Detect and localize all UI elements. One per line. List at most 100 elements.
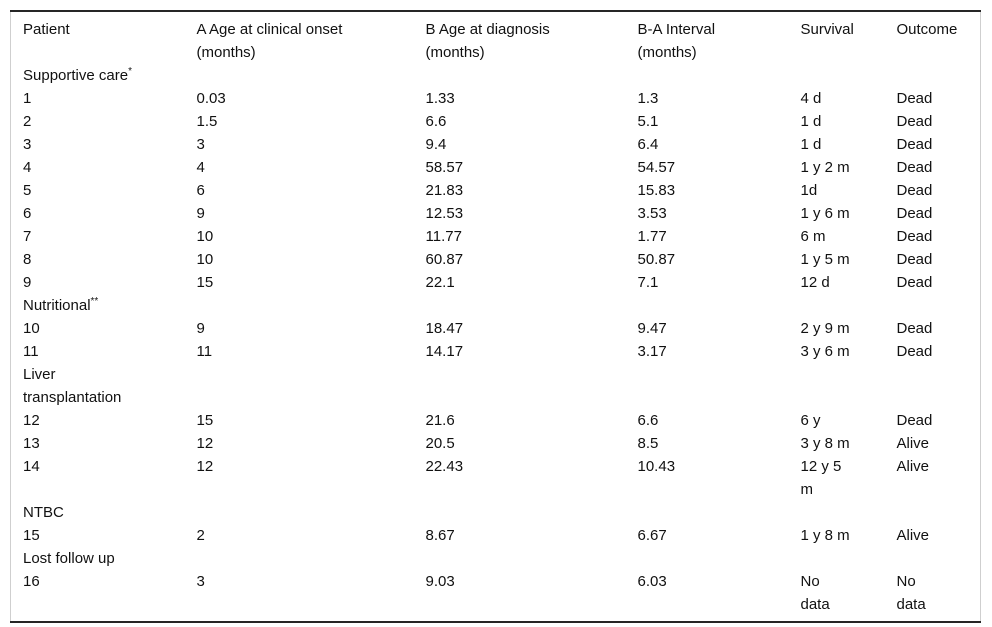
cell-outcome: Dead [896,228,933,245]
cell-interval: 9.47 [637,320,667,337]
cell-diagnosis: 6.6 [425,113,447,130]
cell-onset: 11 [196,343,213,360]
section-footnote-marker: ** [90,296,99,307]
cell-diagnosis: 9.03 [425,573,455,590]
cell-diagnosis: 22.43 [425,458,464,475]
cell-onset: 12 [196,435,214,452]
cell-survival: 4 d [800,90,822,107]
cell-diagnosis: 21.83 [425,182,464,199]
cell-survival: 6 y [800,412,821,429]
cell-survival: 3 y 8 m [800,435,850,452]
cell-diagnosis: 22.1 [425,274,455,291]
table-row: 13 12 20.5 8.5 3 y 8 m Alive [11,432,981,455]
cell-interval: 8.5 [637,435,659,452]
section-row: Lost follow up [11,547,981,570]
section-label-text: NTBC [23,504,64,521]
cell-diagnosis: 20.5 [425,435,455,452]
cell-interval: 3.17 [637,343,667,360]
cell-patient: 5 [23,182,32,199]
cell-interval: 3.53 [637,205,667,222]
cell-outcome: Alive [896,527,930,544]
cell-patient: 16 [23,573,40,590]
cell-patient: 15 [23,527,40,544]
col-header-patient: Patient [23,21,70,38]
cell-diagnosis: 21.6 [425,412,455,429]
cell-interval: 54.57 [637,159,676,176]
cell-interval: 15.83 [637,182,676,199]
cell-outcome: No data [896,573,926,613]
cell-interval: 6.4 [637,136,659,153]
cell-patient: 4 [23,159,32,176]
cell-diagnosis: 14.17 [425,343,464,360]
cell-survival: 1 y 5 m [800,251,850,268]
cell-patient: 6 [23,205,32,222]
cell-onset: 10 [196,251,214,268]
cell-survival: 3 y 6 m [800,343,850,360]
table-row: 15 2 8.67 6.67 1 y 8 m Alive [11,524,981,547]
col-header-interval: B-A Interval (months) [637,21,716,61]
cell-onset: 15 [196,412,214,429]
section-label: Nutritional** [11,294,981,317]
cell-onset: 9 [196,205,205,222]
cell-onset: 12 [196,458,214,475]
table-row: 6 9 12.53 3.53 1 y 6 m Dead [11,202,981,225]
cell-diagnosis: 18.47 [425,320,464,337]
cell-patient: 9 [23,274,32,291]
cell-survival: 1 y 2 m [800,159,850,176]
patients-table: Patient A Age at clinical onset (months)… [10,10,981,623]
table-row: 8 10 60.87 50.87 1 y 5 m Dead [11,248,981,271]
section-label: Lost follow up [11,547,981,570]
cell-patient: 1 [23,90,32,107]
section-row: Nutritional** [11,294,981,317]
section-row: NTBC [11,501,981,524]
cell-outcome: Dead [896,113,933,130]
cell-onset: 3 [196,136,205,153]
col-header-outcome: Outcome [896,21,958,38]
cell-interval: 6.6 [637,412,659,429]
cell-survival: 12 y 5 m [800,458,842,498]
table-row: 5 6 21.83 15.83 1d Dead [11,179,981,202]
cell-outcome: Dead [896,159,933,176]
cell-interval: 10.43 [637,458,676,475]
cell-survival: 6 m [800,228,826,245]
cell-onset: 1.5 [196,113,218,130]
cell-onset: 2 [196,527,205,544]
patients-table-container: Patient A Age at clinical onset (months)… [10,10,981,623]
cell-patient: 12 [23,412,40,429]
header-row: Patient A Age at clinical onset (months)… [11,11,981,64]
cell-survival: 1 d [800,113,822,130]
col-header-survival: Survival [800,21,854,38]
section-label: Liver transplantation [11,363,981,409]
cell-outcome: Alive [896,435,930,452]
cell-survival: 1 y 8 m [800,527,850,544]
col-header-age-diagnosis: B Age at diagnosis (months) [425,21,550,61]
table-body: Supportive care* 1 0.03 1.33 1.3 4 d Dead 2 1.5 6… [11,64,981,622]
cell-outcome: Dead [896,412,933,429]
cell-survival: 12 d [800,274,830,291]
cell-interval: 5.1 [637,113,659,130]
cell-onset: 6 [196,182,205,199]
cell-diagnosis: 58.57 [425,159,464,176]
cell-patient: 11 [23,343,39,360]
table-row: 12 15 21.6 6.6 6 y Dead [11,409,981,432]
cell-diagnosis: 11.77 [425,228,462,245]
table-row: 1 0.03 1.33 1.3 4 d Dead [11,87,981,110]
cell-patient: 8 [23,251,32,268]
cell-interval: 6.67 [637,527,667,544]
table-row: 2 1.5 6.6 5.1 1 d Dead [11,110,981,133]
table-row: 4 4 58.57 54.57 1 y 2 m Dead [11,156,981,179]
cell-outcome: Dead [896,90,933,107]
section-label-text: Liver transplantation [23,366,122,406]
cell-onset: 9 [196,320,205,337]
table-row: 10 9 18.47 9.47 2 y 9 m Dead [11,317,981,340]
section-label: NTBC [11,501,981,524]
table-row: 14 12 22.43 10.43 12 y 5 m Alive [11,455,981,501]
cell-onset: 10 [196,228,214,245]
section-footnote-marker: * [128,66,132,77]
cell-onset: 3 [196,573,205,590]
section-label-text: Supportive care [23,67,129,84]
cell-outcome: Dead [896,136,933,153]
cell-patient: 10 [23,320,40,337]
cell-diagnosis: 8.67 [425,527,455,544]
table-row: 7 10 11.77 1.77 6 m Dead [11,225,981,248]
